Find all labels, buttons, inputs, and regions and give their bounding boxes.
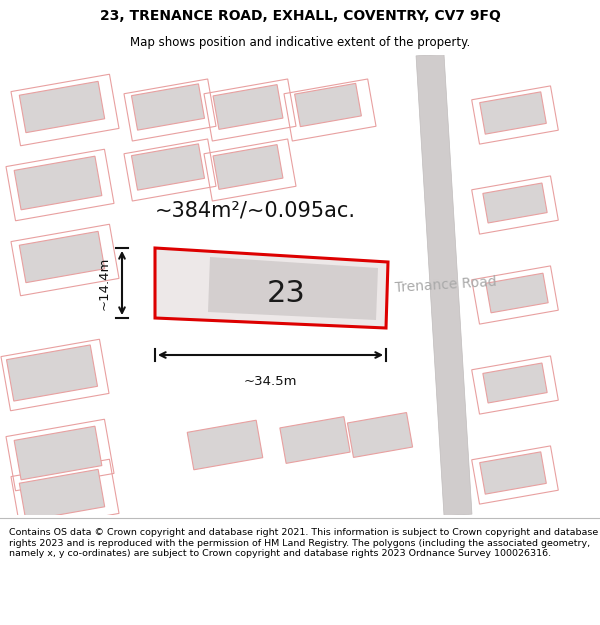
Polygon shape — [187, 420, 263, 470]
Polygon shape — [416, 54, 472, 516]
Polygon shape — [486, 273, 548, 312]
Text: ~384m²/~0.095ac.: ~384m²/~0.095ac. — [155, 200, 355, 220]
Polygon shape — [19, 81, 104, 132]
Polygon shape — [483, 183, 547, 223]
Polygon shape — [7, 345, 98, 401]
Polygon shape — [131, 84, 205, 130]
Polygon shape — [19, 469, 104, 521]
Text: ~14.4m: ~14.4m — [97, 256, 110, 309]
Polygon shape — [19, 231, 104, 282]
Polygon shape — [280, 417, 350, 463]
Polygon shape — [295, 83, 361, 127]
Polygon shape — [131, 144, 205, 190]
Text: ~34.5m: ~34.5m — [244, 375, 297, 388]
Text: Map shows position and indicative extent of the property.: Map shows position and indicative extent… — [130, 36, 470, 49]
Polygon shape — [155, 248, 388, 328]
Polygon shape — [213, 84, 283, 129]
Polygon shape — [483, 363, 547, 403]
Text: Trenance Road: Trenance Road — [395, 275, 497, 295]
Text: 23: 23 — [266, 279, 305, 309]
Text: Contains OS data © Crown copyright and database right 2021. This information is : Contains OS data © Crown copyright and d… — [9, 528, 598, 558]
Polygon shape — [347, 412, 413, 458]
Polygon shape — [479, 92, 547, 134]
Polygon shape — [14, 156, 102, 210]
Polygon shape — [14, 426, 102, 480]
Polygon shape — [208, 257, 378, 320]
Polygon shape — [479, 452, 547, 494]
Polygon shape — [213, 144, 283, 189]
Text: 23, TRENANCE ROAD, EXHALL, COVENTRY, CV7 9FQ: 23, TRENANCE ROAD, EXHALL, COVENTRY, CV7… — [100, 9, 500, 24]
